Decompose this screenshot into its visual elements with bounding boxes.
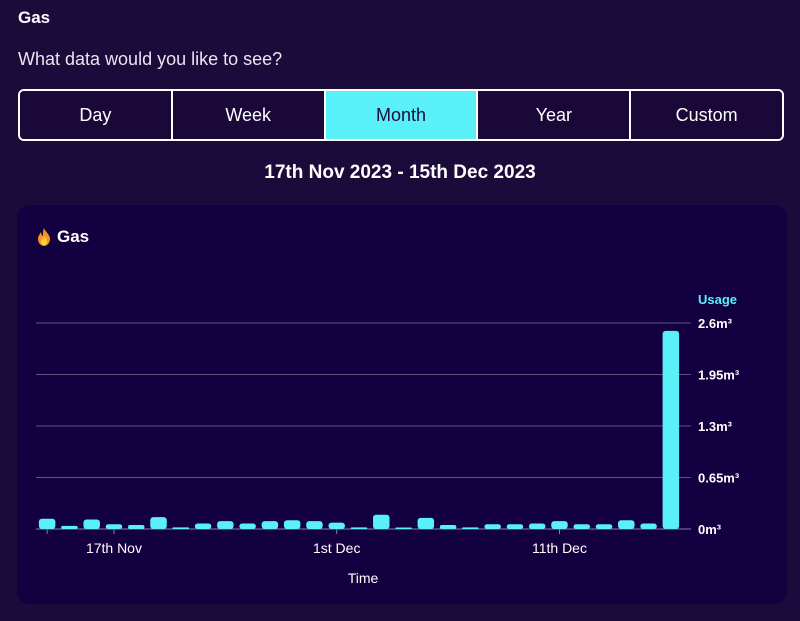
- y-tick-label: 2.6m³: [698, 316, 733, 331]
- chart-bar[interactable]: [61, 525, 78, 529]
- y-tick-label: 0.65m³: [698, 471, 740, 486]
- chart-bar[interactable]: [38, 518, 56, 529]
- chart-bar[interactable]: [395, 527, 412, 530]
- chart-bar[interactable]: [506, 524, 524, 529]
- y-axis-title: Usage: [698, 292, 737, 307]
- chart-bar[interactable]: [439, 525, 457, 529]
- tab-month[interactable]: Month: [325, 91, 479, 139]
- y-tick-label: 1.3m³: [698, 419, 733, 434]
- chart-bar[interactable]: [350, 527, 368, 529]
- chart-bar[interactable]: [283, 520, 301, 529]
- chart-bar[interactable]: [662, 330, 680, 529]
- chart-bar[interactable]: [595, 524, 613, 529]
- chart-bar[interactable]: [640, 523, 657, 529]
- chart-bars: [38, 330, 680, 530]
- chart-bar[interactable]: [306, 521, 323, 529]
- x-axis: 17th Nov 1st Dec 11th Dec: [46, 529, 587, 556]
- tab-custom[interactable]: Custom: [631, 91, 782, 139]
- chart-bar[interactable]: [373, 514, 390, 529]
- chart-bar[interactable]: [484, 524, 501, 529]
- x-tick-label: 1st Dec: [313, 540, 360, 556]
- tab-week[interactable]: Week: [172, 91, 326, 139]
- date-range: 17th Nov 2023 - 15th Dec 2023: [264, 162, 536, 183]
- data-question: What data would you like to see?: [18, 49, 283, 69]
- chart-bar[interactable]: [83, 519, 100, 529]
- chart-bar[interactable]: [150, 517, 167, 529]
- chart-gridlines: [36, 322, 691, 530]
- chart-bar[interactable]: [261, 521, 279, 529]
- gas-usage-chart: 17th Nov 1st Dec 11th Dec 0m³ 0.65m³ 1.3m³ 1.…: [36, 292, 740, 586]
- chart-bar[interactable]: [217, 521, 234, 529]
- chart-bar[interactable]: [573, 524, 591, 529]
- chart-bar[interactable]: [551, 521, 568, 529]
- chart-bar[interactable]: [417, 517, 435, 529]
- flame-icon: [38, 228, 50, 246]
- chart-bar[interactable]: [528, 523, 546, 529]
- page-title: Gas: [18, 8, 51, 27]
- x-tick-label: 11th Dec: [532, 540, 587, 556]
- card-title: Gas: [37, 227, 89, 247]
- y-tick-label: 0m³: [698, 522, 722, 537]
- y-tick-label: 1.95m³: [698, 368, 740, 383]
- chart-bar[interactable]: [105, 524, 123, 529]
- card-title-text: Gas: [57, 227, 90, 246]
- chart-bar[interactable]: [127, 525, 145, 529]
- chart-bar[interactable]: [172, 527, 190, 529]
- y-axis: 0m³ 0.65m³ 1.3m³ 1.95m³ 2.6m³: [698, 316, 740, 537]
- x-axis-title: Time: [348, 570, 379, 586]
- period-tabs: Day Week Month Year Custom: [18, 89, 784, 141]
- tab-day[interactable]: Day: [20, 91, 173, 139]
- x-tick-label: 17th Nov: [86, 540, 142, 556]
- chart-bar[interactable]: [239, 523, 256, 529]
- chart-bar[interactable]: [328, 522, 345, 529]
- chart-bar[interactable]: [462, 527, 479, 529]
- chart-bar[interactable]: [194, 523, 212, 529]
- tab-year[interactable]: Year: [478, 91, 632, 139]
- chart-card: Gas 17th Nov 1st Dec 11th Dec 0m³ 0.65m³ 1.3…: [17, 205, 787, 604]
- chart-bar[interactable]: [618, 520, 635, 529]
